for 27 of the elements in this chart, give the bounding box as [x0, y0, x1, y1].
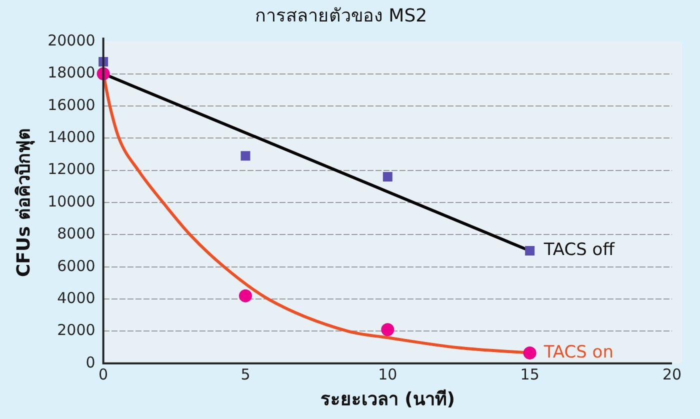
- x-tick-label: 10: [378, 365, 398, 384]
- x-tick-label: 15: [520, 365, 540, 384]
- y-tick-label: 6000: [57, 256, 96, 275]
- y-tick-label: 2000: [57, 321, 96, 340]
- point: [238, 289, 252, 302]
- chart-title: การสลายตัวของ MS2: [254, 5, 428, 26]
- x-tick-label: 20: [662, 365, 682, 384]
- y-tick-label: 4000: [57, 288, 96, 307]
- series-label: TACS on: [542, 342, 614, 362]
- y-tick-label: 20000: [48, 31, 96, 50]
- x-tick-label: 0: [98, 365, 108, 384]
- y-tick-label: 0: [86, 353, 96, 372]
- y-tick-label: 18000: [48, 64, 96, 82]
- x-axis-title: ระยะเวลา (นาที): [320, 388, 456, 410]
- point: [382, 172, 392, 182]
- y-tick-label: 14000: [48, 128, 96, 146]
- point: [381, 323, 394, 336]
- y-axis-title: CFUs ต่อคิวบิกฟุต: [13, 128, 36, 278]
- y-tick-label: 10000: [48, 192, 96, 210]
- x-tick-label: 5: [240, 365, 250, 384]
- point: [523, 346, 536, 360]
- point: [240, 151, 250, 161]
- y-tick-label: 8000: [57, 224, 96, 243]
- series-label: TACS off: [542, 240, 616, 260]
- y-tick-label: 12000: [48, 160, 96, 178]
- y-tick-label: 16000: [48, 96, 96, 114]
- point: [525, 246, 535, 256]
